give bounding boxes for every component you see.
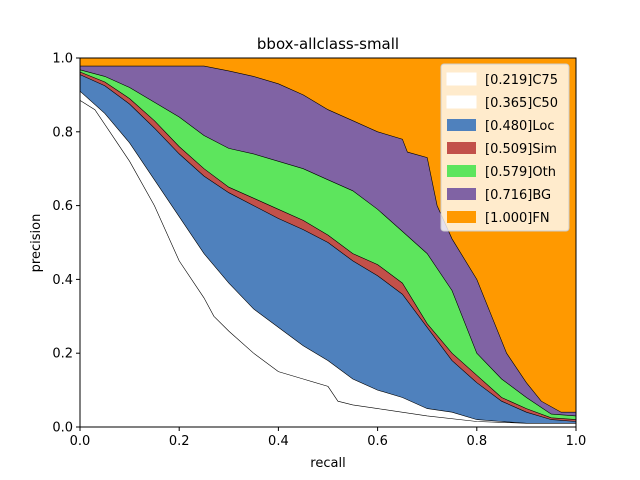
y-tick-label: 1.0 — [52, 52, 73, 67]
legend-label: [0.579]Oth — [485, 165, 556, 180]
plot-frame — [79, 57, 577, 428]
legend-label: [0.219]C75 — [485, 73, 558, 88]
boundary-line-series-6 — [79, 100, 576, 424]
x-tick-label: 0.8 — [466, 434, 487, 449]
y-tick-label: 0.2 — [52, 347, 73, 362]
x-tick-label: 1.0 — [566, 434, 587, 449]
x-tick-label: 0.6 — [367, 434, 388, 449]
y-tick-label: 0.8 — [52, 125, 73, 140]
boundary-line-series-2 — [79, 69, 577, 417]
legend-label: [0.509]Sim — [485, 142, 557, 157]
legend-label: [0.365]C50 — [485, 96, 558, 111]
legend-label: [0.480]Loc — [485, 119, 554, 134]
axes: 0.0 0.2 0.4 0.6 0.8 1.0 0.0 0.2 0.4 0.6 0.8 1.0 — [52, 52, 586, 450]
legend-swatch — [446, 72, 477, 86]
legend-swatch — [447, 188, 476, 200]
boundary-line-series-1 — [80, 65, 576, 413]
legend-label: [1.000]FN — [485, 211, 550, 226]
x-tick-label: 0.2 — [169, 434, 190, 449]
x-tick-label: 0.0 — [70, 434, 91, 449]
legend-swatch — [447, 165, 476, 177]
legend-swatch — [447, 142, 476, 154]
legend-swatch — [447, 211, 476, 223]
legend-swatch — [447, 119, 476, 131]
y-axis-label: precision — [29, 214, 44, 273]
x-axis-label: recall — [310, 456, 345, 471]
boundary-line-series-3 — [79, 71, 577, 420]
legend: [0.219]C75 [0.365]C50 [0.480]Loc [0.509]Sim… — [440, 63, 570, 232]
legend-label: [0.716]BG — [485, 188, 551, 203]
y-tick-label: 0.6 — [52, 199, 73, 214]
legend-swatch — [446, 95, 477, 109]
boundary-line-series-5 — [79, 90, 576, 424]
x-tick-label: 0.4 — [268, 434, 289, 449]
area-series-6 — [80, 100, 576, 428]
chart-title: bbox-allclass-small — [257, 35, 399, 53]
plot-areas — [79, 58, 577, 428]
boundary-line-series-4 — [79, 74, 577, 422]
y-tick-label: 0.0 — [52, 421, 73, 436]
y-tick-label: 0.4 — [52, 273, 73, 288]
